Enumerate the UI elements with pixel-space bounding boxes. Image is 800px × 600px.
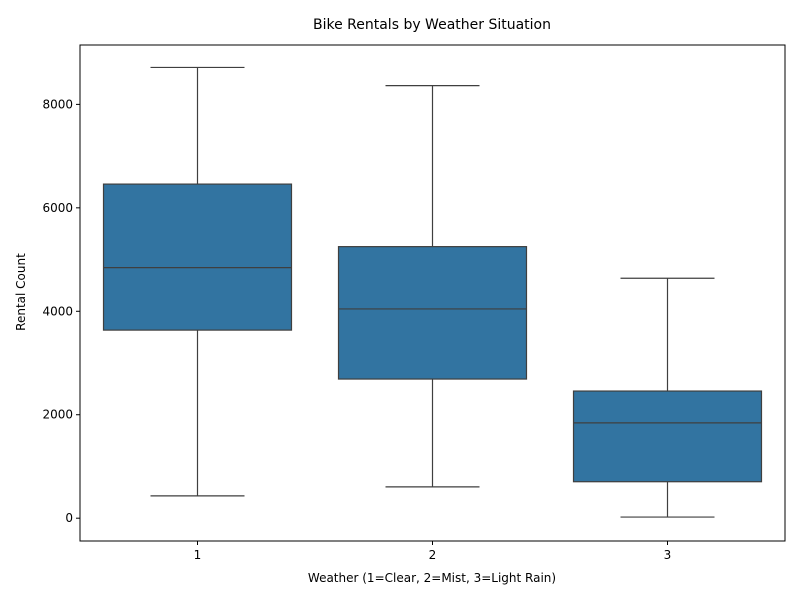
y-tick-label: 8000 [42,97,73,111]
x-axis-label: Weather (1=Clear, 2=Mist, 3=Light Rain) [308,571,556,585]
chart-title: Bike Rentals by Weather Situation [313,17,551,33]
y-tick-label: 6000 [42,201,73,215]
x-tick-label: 1 [194,548,202,562]
x-tick-label: 2 [429,548,437,562]
box-2 [337,246,528,380]
box-3 [572,390,763,483]
y-tick-label: 4000 [42,304,73,318]
y-axis-label: Rental Count [14,253,28,331]
x-tick-label: 3 [664,548,672,562]
y-tick-label: 2000 [42,408,73,422]
box-1 [102,183,293,331]
plot-area: 0 2000 4000 6000 8000 1 2 3 [42,44,786,562]
y-tick-label: 0 [65,511,73,525]
